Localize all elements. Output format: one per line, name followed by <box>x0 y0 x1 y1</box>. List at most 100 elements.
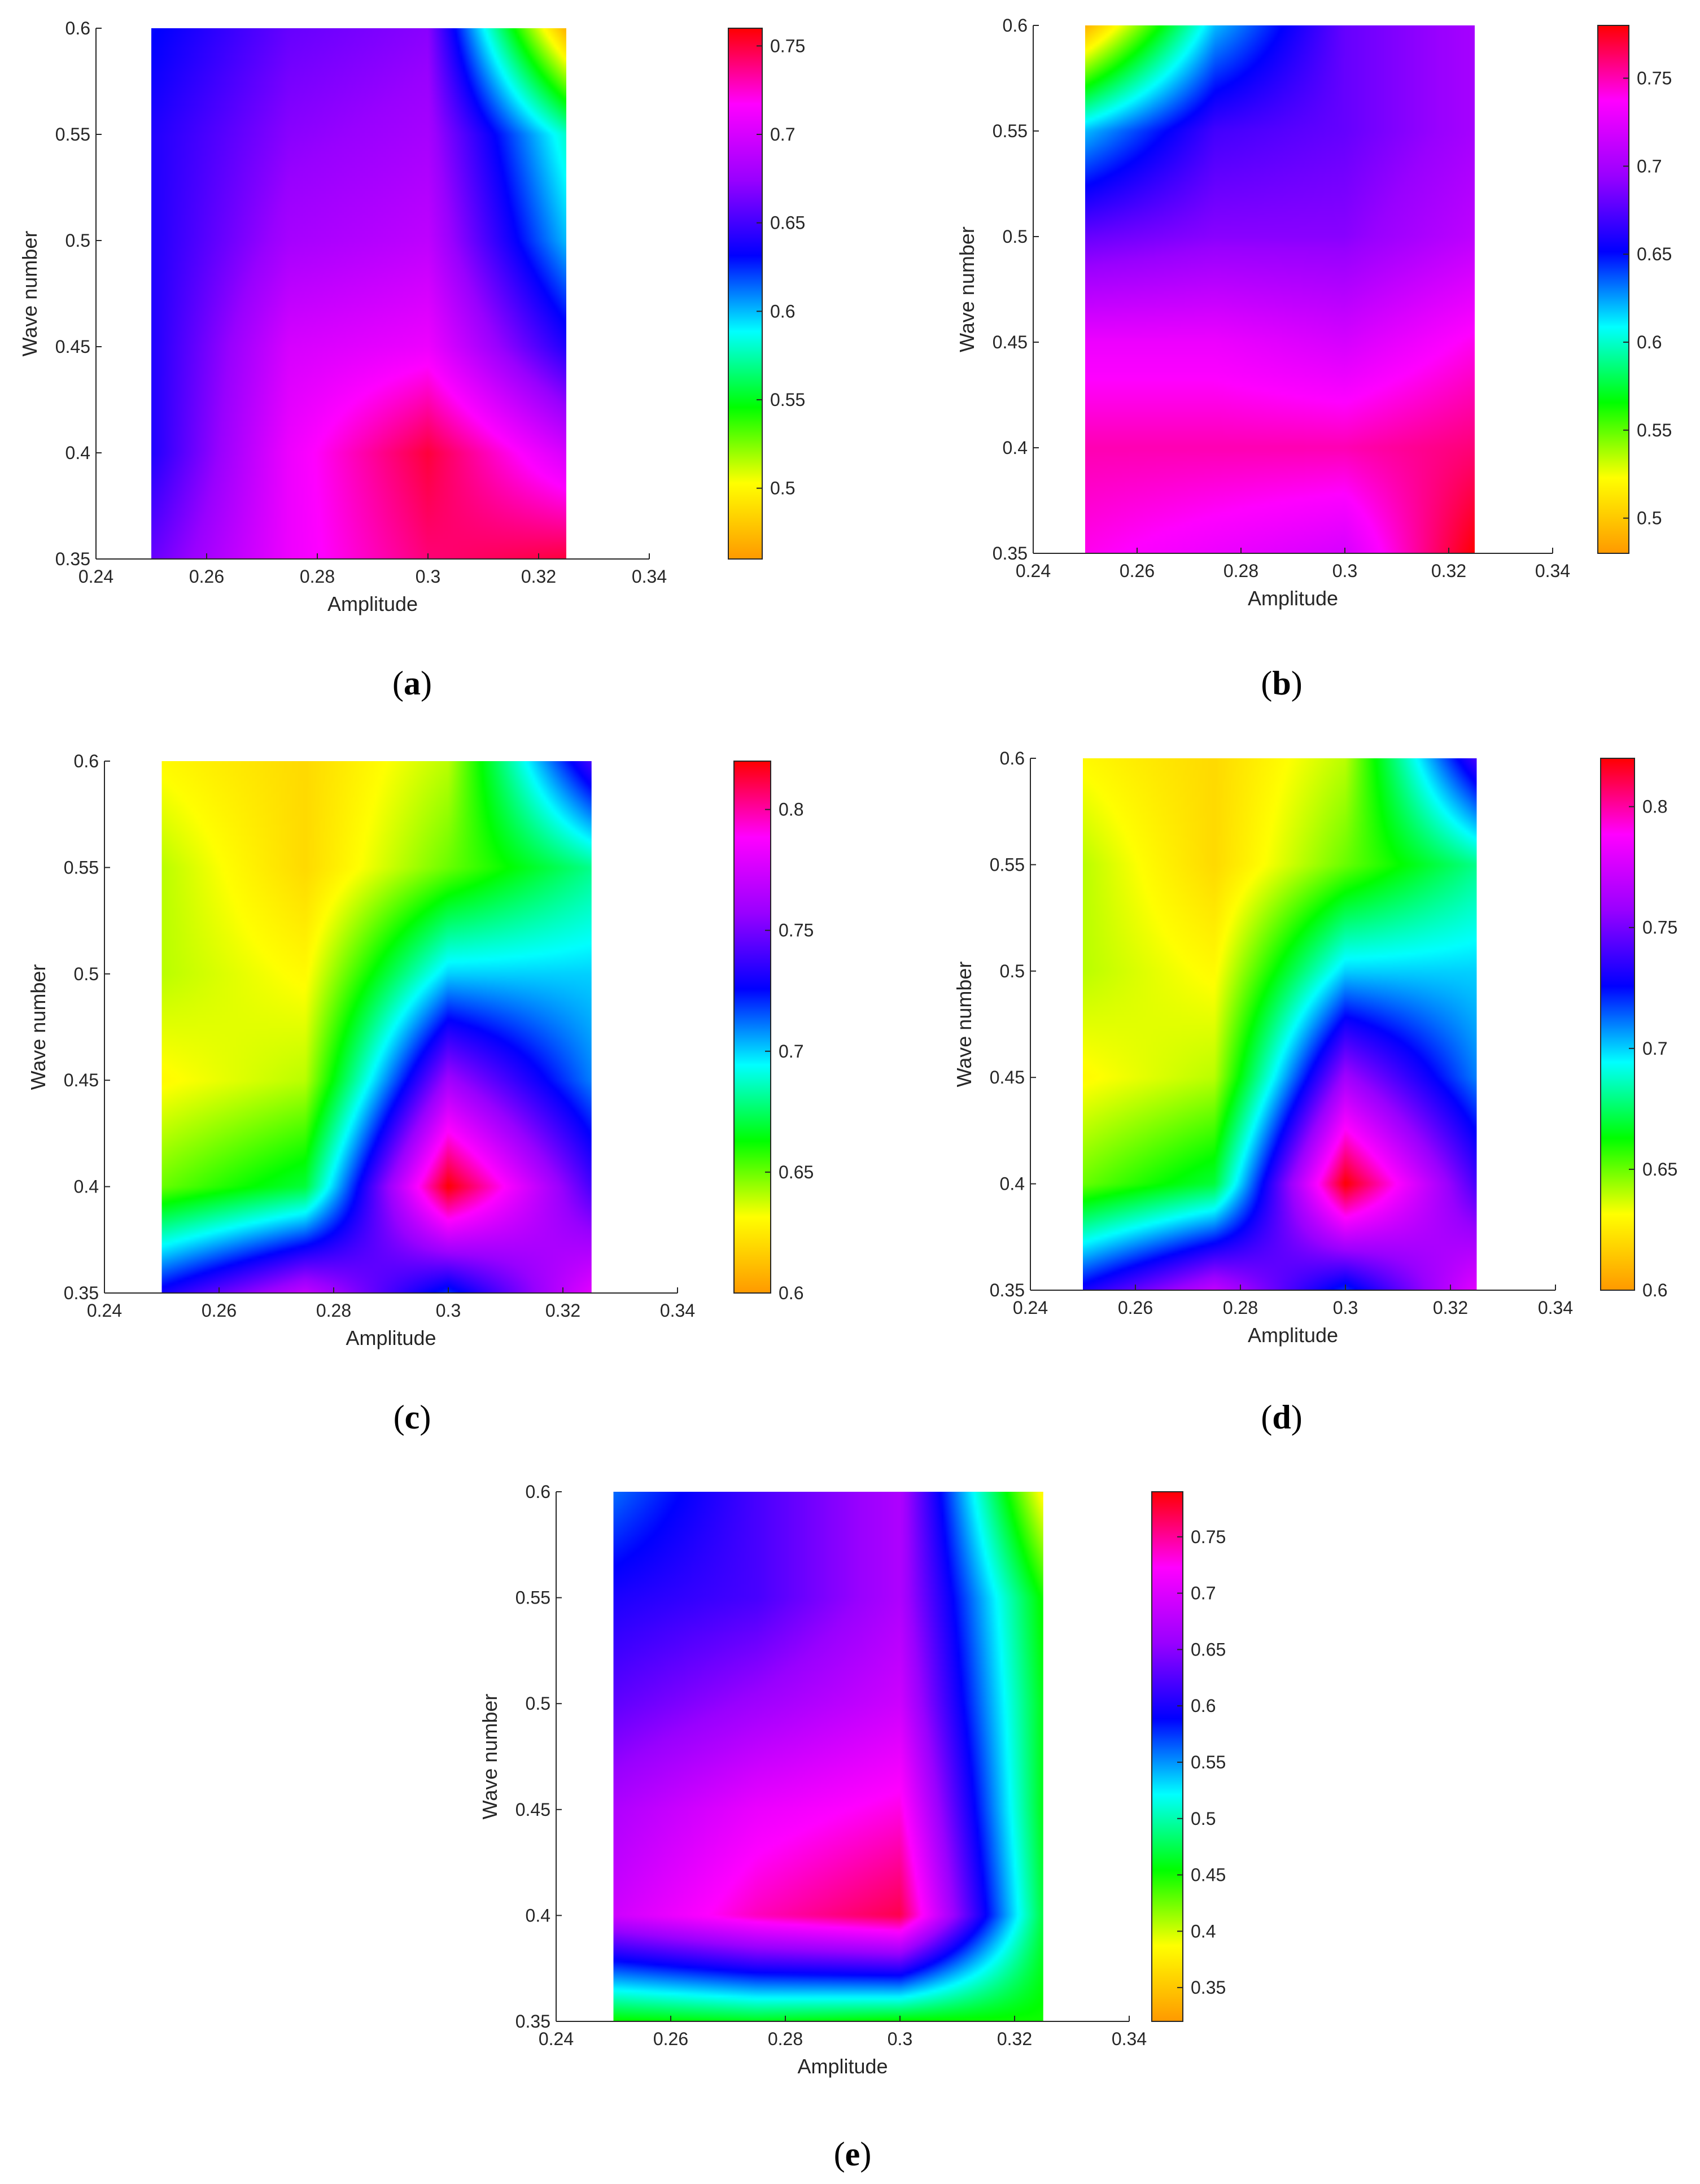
panel-label-a: (a) <box>392 665 432 702</box>
colorbar-tick-label: 0.8 <box>1642 797 1667 817</box>
panel-a: 0.24 0.26 0.28 0.3 0.32 0.34 0.35 0.4 0.45 0.5 0.5… <box>18 18 805 702</box>
colorbar-tick-label: 0.7 <box>1191 1583 1216 1604</box>
x-tick-label: 0.3 <box>1332 561 1357 581</box>
panel-c: 0.24 0.26 0.28 0.3 0.32 0.34 0.35 0.4 0.45 0.5 0.5… <box>27 751 814 1436</box>
y-tick-label: 0.5 <box>1000 961 1025 981</box>
colorbar-tick-label: 0.6 <box>770 301 795 321</box>
heatmap-surface-d <box>1083 758 1477 1290</box>
y-tick-label: 0.5 <box>526 1693 550 1714</box>
y-tick-label: 0.45 <box>990 1067 1025 1087</box>
x-tick-label: 0.34 <box>1112 2029 1147 2049</box>
x-tick-label: 0.34 <box>1538 1298 1573 1318</box>
x-tick-label: 0.24 <box>78 566 113 587</box>
y-tick-label: 0.35 <box>55 549 90 569</box>
colorbar-tick-label: 0.65 <box>779 1162 814 1182</box>
colorbar <box>728 28 763 560</box>
y-tick-label: 0.55 <box>55 124 90 145</box>
y-axis-label: Wave number <box>18 231 41 357</box>
x-tick-label: 0.28 <box>300 566 335 587</box>
colorbar-tick-label: 0.5 <box>770 478 795 499</box>
colorbar-tick-label: 0.65 <box>1191 1639 1226 1659</box>
y-tick-label: 0.4 <box>1003 438 1028 458</box>
y-tick-label: 0.6 <box>1003 15 1028 36</box>
y-tick-label: 0.45 <box>993 332 1028 352</box>
x-tick-label: 0.3 <box>1333 1298 1358 1318</box>
y-tick-label: 0.5 <box>65 230 90 251</box>
x-tick-label: 0.28 <box>316 1300 351 1321</box>
y-tick-label: 0.6 <box>1000 748 1025 768</box>
y-tick-label: 0.45 <box>64 1070 99 1090</box>
heatmap-surface-a <box>151 28 566 559</box>
panel-label-c: (c) <box>394 1399 431 1436</box>
colorbar-tick-label: 0.7 <box>779 1041 803 1062</box>
y-axis-label: Wave number <box>952 962 976 1087</box>
colorbar-tick-label: 0.75 <box>1642 918 1677 938</box>
colorbar-tick-label: 0.55 <box>1637 420 1672 440</box>
y-tick-label: 0.4 <box>526 1905 550 1925</box>
y-tick-label: 0.6 <box>65 18 90 38</box>
y-tick-label: 0.5 <box>1003 226 1028 247</box>
y-axis-label: Wave number <box>27 964 50 1090</box>
colorbar-tick-label: 0.55 <box>1191 1752 1226 1772</box>
y-tick-label: 0.45 <box>515 1799 550 1820</box>
colorbar-tick-label: 0.45 <box>1191 1865 1226 1885</box>
x-tick-label: 0.32 <box>521 566 556 587</box>
y-tick-label: 0.35 <box>64 1283 99 1303</box>
y-tick-label: 0.6 <box>74 751 99 771</box>
colorbar-tick-label: 0.75 <box>1637 68 1672 89</box>
y-tick-label: 0.45 <box>55 337 90 357</box>
colorbar-tick-label: 0.7 <box>1637 156 1662 176</box>
panel-d: 0.24 0.26 0.28 0.3 0.32 0.34 0.35 0.4 0.45 0.5 0.5… <box>952 748 1677 1436</box>
x-tick-label: 0.24 <box>87 1300 122 1321</box>
x-axis-label: Amplitude <box>346 1326 436 1349</box>
x-tick-label: 0.24 <box>1013 1298 1048 1318</box>
colorbar-tick-label: 0.75 <box>1191 1527 1226 1547</box>
x-tick-label: 0.26 <box>189 566 224 587</box>
y-tick-label: 0.55 <box>515 1588 550 1608</box>
x-tick-label: 0.3 <box>416 566 440 587</box>
colorbar <box>1597 25 1629 554</box>
colorbar-tick-label: 0.4 <box>1191 1921 1216 1941</box>
panel-label-d: (d) <box>1261 1399 1302 1436</box>
y-tick-label: 0.6 <box>526 1482 550 1502</box>
y-axis-label: Wave number <box>955 226 978 352</box>
colorbar-tick-label: 0.6 <box>1191 1696 1216 1716</box>
colorbar-tick-label: 0.65 <box>770 213 805 233</box>
x-tick-label: 0.32 <box>545 1300 580 1321</box>
colorbar-tick-label: 0.5 <box>1637 508 1662 528</box>
y-tick-label: 0.55 <box>990 854 1025 875</box>
x-tick-label: 0.26 <box>202 1300 237 1321</box>
colorbar-tick-label: 0.6 <box>779 1283 803 1303</box>
x-tick-label: 0.26 <box>653 2029 688 2049</box>
colorbar <box>1151 1491 1183 2022</box>
x-tick-label: 0.3 <box>888 2029 912 2049</box>
panel-e: 0.24 0.26 0.28 0.3 0.32 0.34 0.35 0.4 0.45 0.5 0.5… <box>478 1482 1226 2173</box>
x-tick-label: 0.24 <box>1016 561 1051 581</box>
x-tick-label: 0.32 <box>1433 1298 1468 1318</box>
y-tick-label: 0.4 <box>74 1177 99 1197</box>
panel-b: 0.24 0.26 0.28 0.3 0.32 0.34 0.35 0.4 0.45 0.5 0.5… <box>955 15 1672 702</box>
colorbar-tick-label: 0.65 <box>1642 1159 1677 1180</box>
colorbar-tick-label: 0.6 <box>1637 332 1662 352</box>
y-tick-label: 0.35 <box>993 543 1028 564</box>
colorbar <box>1600 758 1635 1291</box>
colorbar-tick-label: 0.75 <box>770 36 805 56</box>
colorbar-tick-label: 0.55 <box>770 390 805 410</box>
y-axis-label: Wave number <box>478 1694 501 1820</box>
colorbar-tick-label: 0.65 <box>1637 244 1672 264</box>
heatmap-surface-e <box>613 1492 1043 2021</box>
heatmap-surface-b <box>1085 25 1475 553</box>
colorbar-tick-label: 0.5 <box>1191 1809 1216 1829</box>
x-tick-label: 0.26 <box>1120 561 1155 581</box>
x-tick-label: 0.34 <box>660 1300 695 1321</box>
x-axis-label: Amplitude <box>327 592 418 615</box>
panel-label-e: (e) <box>834 2135 872 2173</box>
colorbar-tick-label: 0.8 <box>779 800 803 820</box>
x-tick-label: 0.32 <box>1431 561 1466 581</box>
colorbar-tick-label: 0.7 <box>1642 1038 1667 1059</box>
x-axis-label: Amplitude <box>1248 1323 1338 1347</box>
y-tick-label: 0.4 <box>1000 1174 1025 1194</box>
colorbar-tick-label: 0.7 <box>770 124 795 145</box>
colorbar <box>733 761 771 1294</box>
colorbar-tick-label: 0.35 <box>1191 1977 1226 1998</box>
